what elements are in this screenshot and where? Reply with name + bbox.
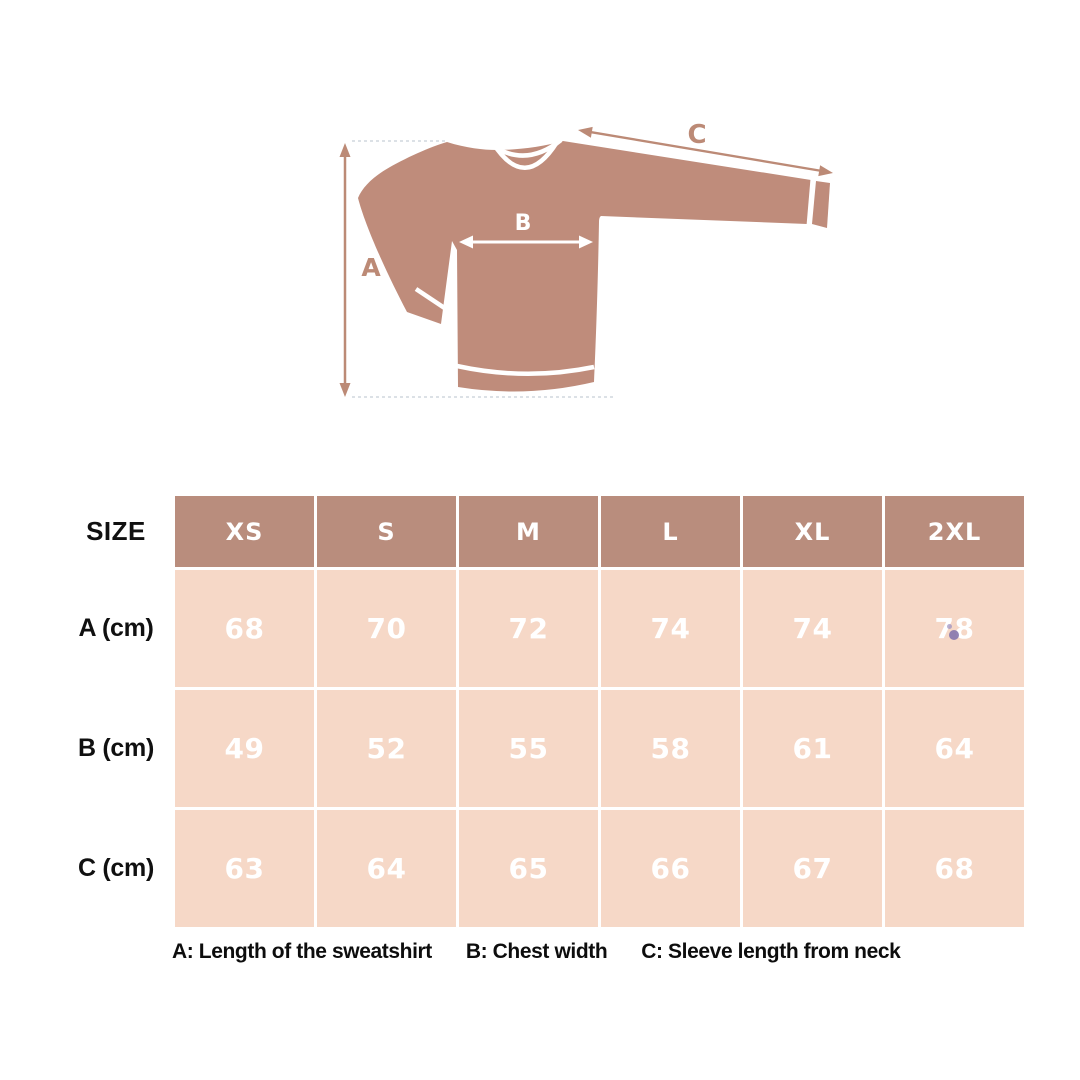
left-cuff-line bbox=[414, 287, 451, 313]
col-header-m: M bbox=[459, 496, 598, 567]
cell-a-xl: 74 bbox=[743, 570, 882, 687]
measure-label-a: A bbox=[361, 253, 381, 282]
hem-line bbox=[456, 363, 595, 376]
legend-item-c: C: Sleeve length from neck bbox=[641, 940, 901, 963]
cell-c-xs: 63 bbox=[175, 810, 314, 927]
cell-c-2xl: 68 bbox=[885, 810, 1024, 927]
col-header-s: S bbox=[317, 496, 456, 567]
size-table: SIZE XS S M L XL 2XL A (cm) 68 70 72 74 … bbox=[60, 496, 1024, 927]
measure-arrow-b bbox=[459, 235, 593, 249]
cell-a-m: 72 bbox=[459, 570, 598, 687]
col-header-xl: XL bbox=[743, 496, 882, 567]
cell-a-2xl: 78 bbox=[885, 570, 1024, 687]
neck-rib-line-inner bbox=[491, 140, 559, 170]
sweatshirt-right-cuff bbox=[812, 181, 830, 228]
cell-a-s: 70 bbox=[317, 570, 456, 687]
row-label-b: B (cm) bbox=[78, 734, 154, 762]
legend-item-a: A: Length of the sweatshirt bbox=[172, 940, 432, 963]
cell-a-l: 74 bbox=[601, 570, 740, 687]
cell-b-xl: 61 bbox=[743, 690, 882, 807]
cell-b-l: 58 bbox=[601, 690, 740, 807]
row-label-a: A (cm) bbox=[78, 614, 154, 642]
cell-b-s: 52 bbox=[317, 690, 456, 807]
cell-c-s: 64 bbox=[317, 810, 456, 927]
col-header-2xl: 2XL bbox=[885, 496, 1024, 567]
col-header-xs: XS bbox=[175, 496, 314, 567]
sweatshirt-diagram: A B C bbox=[339, 120, 833, 398]
cell-b-2xl: 64 bbox=[885, 690, 1024, 807]
cell-b-m: 55 bbox=[459, 690, 598, 807]
cell-c-xl: 67 bbox=[743, 810, 882, 927]
legend-item-b: B: Chest width bbox=[465, 940, 608, 963]
measurement-legend: A: Length of the sweatshirt B: Chest wid… bbox=[172, 937, 972, 967]
cell-c-m: 65 bbox=[459, 810, 598, 927]
artifact-dot bbox=[949, 630, 959, 640]
measure-label-b: B bbox=[515, 211, 532, 236]
cell-b-xs: 49 bbox=[175, 690, 314, 807]
artifact-dot bbox=[947, 624, 952, 629]
measure-arrow-c bbox=[578, 126, 833, 177]
measure-label-c: C bbox=[687, 120, 706, 150]
col-header-l: L bbox=[601, 496, 740, 567]
measure-arrow-a bbox=[339, 143, 351, 397]
cell-a-xs: 68 bbox=[175, 570, 314, 687]
cell-c-l: 66 bbox=[601, 810, 740, 927]
sweatshirt-body bbox=[358, 141, 811, 392]
right-cuff-line bbox=[806, 178, 816, 227]
table-corner-label: SIZE bbox=[86, 516, 146, 546]
row-label-c: C (cm) bbox=[78, 854, 154, 882]
